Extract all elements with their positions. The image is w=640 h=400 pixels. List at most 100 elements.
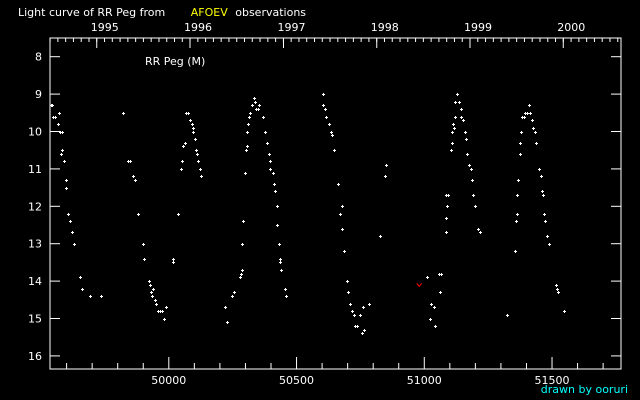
data-point <box>339 213 342 216</box>
data-point <box>163 318 166 321</box>
x-tick-label: 51500 <box>535 374 570 387</box>
data-point <box>516 213 519 216</box>
data-point <box>268 153 271 156</box>
data-point <box>532 127 535 130</box>
data-point <box>456 93 459 96</box>
data-point <box>51 104 54 107</box>
data-point <box>325 116 328 119</box>
x-tick-label: 51000 <box>407 374 442 387</box>
data-point <box>337 183 340 186</box>
y-tick-label: 13 <box>28 238 42 251</box>
data-point <box>150 291 153 294</box>
data-point <box>346 280 349 283</box>
data-point <box>129 160 132 163</box>
data-point <box>519 153 522 156</box>
data-point <box>429 318 432 321</box>
data-point <box>426 276 429 279</box>
data-point <box>322 93 325 96</box>
data-point <box>132 175 135 178</box>
data-point <box>233 291 236 294</box>
data-point <box>134 179 137 182</box>
data-point <box>172 261 175 264</box>
data-point <box>191 123 194 126</box>
data-point <box>61 149 64 152</box>
data-point <box>279 258 282 261</box>
data-point <box>506 314 509 317</box>
data-point <box>464 131 467 134</box>
data-point <box>542 194 545 197</box>
data-point <box>446 205 449 208</box>
data-point <box>440 273 443 276</box>
data-point <box>154 299 157 302</box>
data-point <box>71 231 74 234</box>
data-point <box>269 160 272 163</box>
data-point <box>199 168 202 171</box>
data-point <box>349 303 352 306</box>
data-point <box>280 269 283 272</box>
chart-title: Light curve of RR Peg from AFOEV observa… <box>18 6 306 19</box>
data-point <box>180 168 183 171</box>
data-point <box>454 116 457 119</box>
year-label: 1999 <box>464 21 492 34</box>
data-point <box>258 104 261 107</box>
data-point <box>471 179 474 182</box>
data-point <box>247 123 250 126</box>
data-point <box>152 288 155 291</box>
data-point <box>341 205 344 208</box>
data-point <box>384 175 387 178</box>
data-point <box>347 291 350 294</box>
data-point <box>165 306 168 309</box>
data-point <box>433 306 436 309</box>
data-point <box>328 123 331 126</box>
data-point <box>239 276 242 279</box>
data-point <box>563 310 566 313</box>
data-point <box>172 258 175 261</box>
data-point <box>452 123 455 126</box>
data-point <box>60 153 63 156</box>
data-point <box>330 131 333 134</box>
x-tick-label: 50000 <box>151 374 186 387</box>
y-tick-label: 8 <box>35 51 42 64</box>
upper-limit-point <box>416 283 423 288</box>
data-point <box>57 123 60 126</box>
data-point <box>324 108 327 111</box>
data-point <box>244 172 247 175</box>
title-source: AFOEV <box>191 6 228 19</box>
y-tick-label: 11 <box>28 163 42 176</box>
data-point <box>445 217 448 220</box>
data-point <box>274 190 277 193</box>
year-label: 2000 <box>557 21 585 34</box>
data-point <box>245 149 248 152</box>
data-point <box>73 243 76 246</box>
data-point <box>445 231 448 234</box>
year-label: 1995 <box>91 21 119 34</box>
data-point <box>249 112 252 115</box>
data-point <box>529 112 532 115</box>
y-tick-label: 10 <box>28 126 42 139</box>
data-point <box>65 187 68 190</box>
data-point <box>322 104 325 107</box>
data-point <box>543 213 546 216</box>
data-point <box>363 329 366 332</box>
data-point <box>531 119 534 122</box>
data-point <box>517 179 520 182</box>
star-annotation: RR Peg (M) <box>145 55 205 68</box>
data-point <box>451 131 454 134</box>
data-point <box>544 220 547 223</box>
data-point <box>285 295 288 298</box>
data-point <box>182 145 185 148</box>
data-point <box>460 116 463 119</box>
data-point <box>89 295 92 298</box>
data-point <box>262 116 265 119</box>
title-prefix: Light curve of RR Peg from <box>18 6 165 19</box>
credit-text: drawn by ooruri <box>541 383 628 396</box>
data-point <box>470 168 473 171</box>
data-point <box>148 280 151 283</box>
data-point <box>197 160 200 163</box>
data-point <box>149 284 152 287</box>
data-point <box>273 183 276 186</box>
x-tick-label: 50500 <box>279 374 314 387</box>
data-point <box>333 149 336 152</box>
data-point <box>356 325 359 328</box>
year-label: 1996 <box>184 21 212 34</box>
